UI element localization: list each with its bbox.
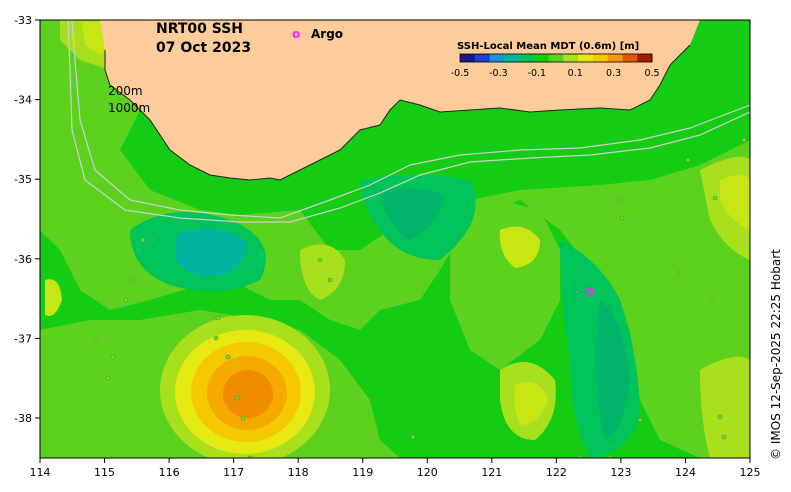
colorbar-segment: [607, 54, 623, 62]
isobath-label-200m: 200m: [108, 84, 143, 98]
isobaths: [67, 20, 750, 223]
y-axis: -33 -34 -35 -36 -37 -38: [14, 14, 40, 425]
x-tick-label: 115: [94, 466, 115, 479]
y-tick-label: -33: [14, 14, 32, 27]
colorbar-tick-label: 0.3: [606, 68, 621, 79]
ssh-contours-teal: [130, 175, 640, 458]
colorbar-frame: [459, 53, 653, 63]
x-tick-label: 122: [546, 466, 567, 479]
x-tick-label: 125: [740, 466, 761, 479]
colorbar-segment: [460, 54, 476, 62]
x-tick-label: 119: [352, 466, 373, 479]
colorbar-segment: [637, 54, 653, 62]
colorbar-segment: [622, 54, 638, 62]
colorbar-segment: [592, 54, 609, 62]
colorbar-ticks: -0.5 -0.3 -0.1 0.1 0.3 0.5: [451, 68, 660, 79]
colorbar-segment: [578, 54, 594, 62]
colorbar-segment: [474, 54, 491, 62]
x-tick-label: 117: [223, 466, 244, 479]
x-tick-label: 118: [288, 466, 309, 479]
colorbar-title: SSH-Local Mean MDT (0.6m) [m]: [457, 41, 639, 52]
credit-text: © IMOS 12-Sep-2025 22:25 Hobart: [769, 249, 783, 460]
x-tick-label: 114: [30, 466, 51, 479]
colorbar-gradient: [460, 54, 653, 62]
x-tick-label: 121: [481, 466, 502, 479]
plot-area: [40, 20, 750, 458]
colorbar-segment: [563, 54, 579, 62]
y-tick-label: -36: [14, 253, 32, 266]
data-points: [93, 137, 747, 458]
isobath-label-1000m: 1000m: [108, 101, 150, 115]
colorbar-tick-label: -0.1: [528, 68, 547, 79]
warm-core-eddy: [160, 315, 330, 458]
x-tick-label: 116: [159, 466, 180, 479]
colorbar-segment: [548, 54, 564, 62]
x-tick-label: 120: [417, 466, 438, 479]
colorbar-segment: [533, 54, 550, 62]
y-tick-label: -35: [14, 173, 32, 186]
colorbar-segment: [489, 54, 505, 62]
colorbar-tick-label: -0.5: [451, 68, 470, 79]
coastline: [104, 44, 691, 181]
argo-markers: [585, 287, 595, 297]
x-tick-label: 124: [675, 466, 696, 479]
argo-float[interactable]: [585, 287, 595, 297]
colorbar-tick-label: 0.5: [644, 68, 659, 79]
map-title-product: NRT00 SSH: [156, 21, 243, 37]
argo-legend-icon: o: [292, 27, 300, 41]
argo-legend-label: Argo: [311, 27, 343, 41]
colorbar-segment: [519, 54, 535, 62]
y-tick-label: -38: [14, 412, 32, 425]
colorbar-tick-label: -0.3: [489, 68, 508, 79]
x-axis: 114 115 116 117 118 119 120 121 122 123 124 125: [30, 458, 761, 479]
colorbar-segment: [504, 54, 520, 62]
y-tick-label: -37: [14, 332, 32, 345]
plot-frame: [39, 19, 751, 459]
y-tick-label: -34: [14, 94, 32, 107]
map-title-date: 07 Oct 2023: [156, 40, 251, 56]
x-tick-label: 123: [610, 466, 631, 479]
colorbar-tick-label: 0.1: [568, 68, 583, 79]
colorbar: SSH-Local Mean MDT (0.6m) [m] -0.5 -0.3 -0…: [451, 41, 660, 79]
